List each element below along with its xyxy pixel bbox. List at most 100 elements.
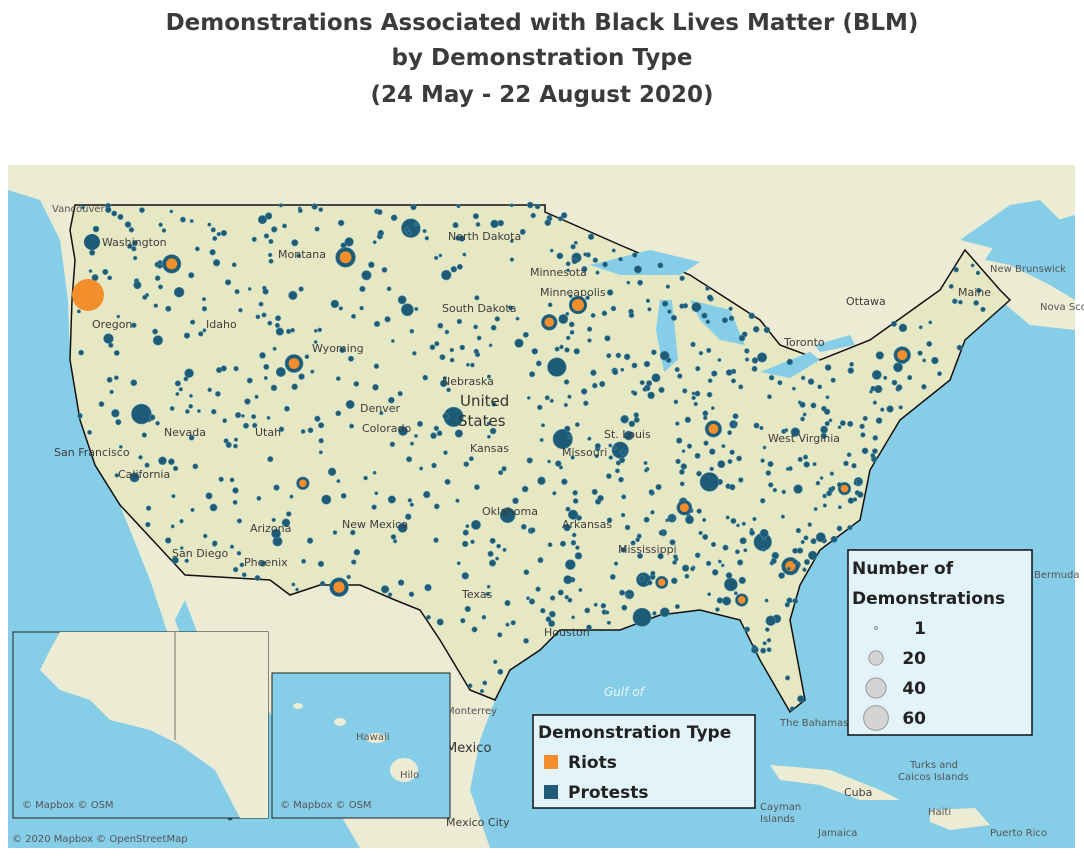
dot (431, 462, 437, 469)
dot (752, 516, 757, 522)
place-label: Nebraska (442, 375, 494, 388)
dot (715, 607, 720, 612)
dot (174, 380, 181, 387)
dot (875, 417, 883, 424)
dot (270, 384, 278, 392)
dot (674, 366, 680, 373)
place-label: Hawaii (356, 732, 390, 743)
dot (172, 465, 179, 472)
dot (570, 244, 576, 250)
dot (679, 503, 689, 513)
dot (259, 561, 264, 566)
dot (131, 403, 152, 425)
size-label: 40 (902, 679, 926, 699)
dot (201, 306, 208, 312)
dot (161, 228, 167, 233)
dot (346, 574, 351, 580)
dot (803, 461, 810, 468)
dot (531, 348, 538, 355)
dot (800, 375, 806, 381)
dot (450, 266, 458, 273)
dot (307, 427, 314, 434)
dot (624, 524, 631, 531)
dot (680, 463, 688, 470)
dot (729, 449, 735, 455)
dot (822, 503, 827, 508)
dot (608, 455, 613, 460)
dot (647, 391, 655, 400)
dot (652, 611, 657, 616)
hispaniola (930, 808, 990, 830)
dot (830, 485, 836, 491)
country-label: United (460, 392, 509, 410)
attribution: © 2020 Mapbox © OpenStreetMap (12, 834, 188, 845)
size-label: 20 (902, 649, 926, 669)
dot (184, 368, 194, 378)
dot (271, 517, 276, 523)
dot (751, 365, 758, 372)
dot (189, 393, 193, 398)
dot (499, 507, 516, 524)
dot (695, 366, 701, 372)
dot (493, 659, 498, 664)
dot (318, 422, 325, 429)
dot (345, 400, 355, 409)
dot (797, 695, 805, 703)
dot (514, 338, 524, 348)
dot (907, 375, 913, 381)
place-label: Arkansas (562, 518, 612, 531)
dot (372, 384, 379, 391)
dot (815, 480, 821, 486)
dot (828, 418, 833, 423)
dot (390, 534, 397, 540)
dot (807, 378, 815, 385)
dot (785, 675, 791, 681)
dot (409, 502, 414, 507)
dot (318, 207, 324, 212)
dot (526, 457, 533, 464)
dot (786, 358, 793, 366)
title-line: (24 May - 22 August 2020) (370, 82, 714, 108)
dot (810, 538, 817, 545)
place-label: Maine (958, 286, 991, 299)
dot (677, 373, 683, 379)
dot (416, 420, 423, 427)
dot (815, 532, 826, 543)
dot (529, 527, 536, 534)
dot (476, 335, 482, 341)
dot (796, 547, 804, 554)
dot (299, 479, 307, 488)
dot (817, 384, 823, 390)
dot (684, 416, 691, 423)
dot (456, 318, 463, 325)
island (366, 733, 386, 743)
dot (263, 233, 270, 239)
dot (772, 487, 778, 493)
dot (185, 409, 190, 414)
dot (490, 324, 497, 331)
dot (585, 295, 590, 300)
dot (797, 456, 803, 462)
place-label: Islands (760, 814, 795, 825)
dot (558, 314, 569, 324)
dot (246, 377, 253, 384)
dot (412, 351, 417, 356)
dot (446, 387, 451, 393)
dot (751, 644, 757, 650)
dot (707, 592, 712, 597)
dot (523, 638, 529, 644)
dot (682, 388, 688, 394)
dot (771, 551, 780, 560)
dot (764, 598, 769, 603)
dot (489, 427, 497, 435)
dot (521, 485, 529, 493)
dot (642, 387, 648, 392)
legend-label: Protests (568, 783, 649, 803)
dot (475, 222, 481, 227)
dot (210, 227, 216, 233)
dot (592, 257, 599, 263)
dot (749, 529, 755, 536)
dot (301, 558, 307, 564)
dot (727, 430, 733, 436)
